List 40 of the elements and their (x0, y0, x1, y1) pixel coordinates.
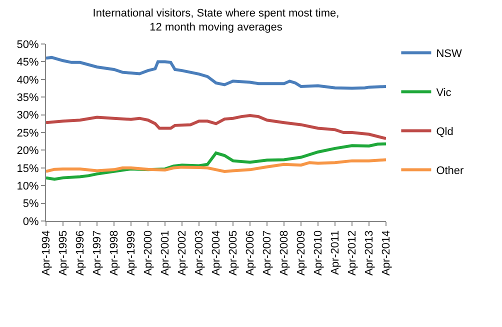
x-tick-label: Apr-2007 (262, 230, 274, 276)
y-tick-label: 10% (16, 180, 40, 192)
y-tick-label: 40% (16, 74, 40, 86)
x-tick-label: Apr-2009 (296, 230, 308, 276)
x-tick-label: Apr-2008 (278, 230, 291, 276)
x-tick-label: Apr-1997 (92, 230, 104, 276)
legend-label: NSW (436, 48, 462, 60)
y-tick-label: 35% (16, 92, 40, 104)
y-tick-label: 20% (16, 145, 40, 158)
y-tick-label: 15% (16, 162, 40, 175)
x-tick-label: Apr-2006 (244, 230, 257, 276)
legend-label: Vic (436, 87, 452, 100)
chart-title: International visitors, State where spent most time, 12 month moving averages (92, 7, 340, 34)
y-tick-label: 30% (16, 110, 40, 122)
x-tick-label: Apr-1999 (126, 230, 138, 276)
legend-label: Other (436, 165, 464, 178)
x-tick-label: Apr-2005 (228, 230, 240, 276)
x-tick-label: Apr-1994 (40, 230, 53, 276)
line-series (46, 56, 386, 90)
legend-label: Qld (436, 126, 454, 138)
line-series (46, 158, 386, 173)
x-tick-label: Apr-1995 (58, 230, 70, 276)
y-tick-label: 0% (22, 216, 40, 228)
y-tick-label: 50% (16, 38, 40, 51)
x-tick-label: Apr-2013 (364, 230, 376, 276)
x-tick-label: Apr-2002 (176, 230, 189, 276)
line-series (46, 114, 386, 140)
x-tick-label: Apr-1996 (74, 230, 87, 276)
x-tick-label: Apr-1998 (108, 230, 121, 276)
x-tick-label: Apr-2010 (312, 230, 325, 276)
x-tick-label: Apr-2004 (210, 230, 223, 276)
y-tick-label: 45% (16, 56, 40, 69)
x-tick-label: Apr-2011 (330, 230, 342, 275)
x-tick-label: Apr-2000 (142, 230, 155, 276)
x-tick-label: Apr-2003 (194, 230, 206, 276)
x-tick-label: Apr-2012 (346, 230, 359, 276)
x-tick-label: Apr-2001 (160, 230, 172, 276)
y-tick-label: 25% (16, 127, 40, 140)
x-tick-label: Apr-2014 (380, 230, 393, 276)
y-tick-label: 5% (22, 198, 40, 210)
